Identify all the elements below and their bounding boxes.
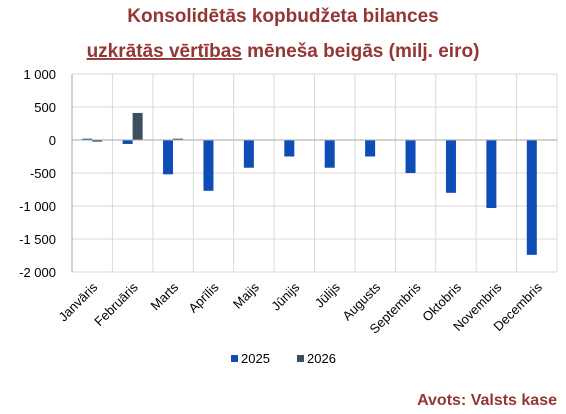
chart-title-underlined: uzkrātās vērtības	[87, 41, 242, 62]
legend-label-2026: 2026	[307, 351, 336, 366]
y-tick-label: -1 000	[19, 199, 56, 214]
bar-2025-Janvāris	[82, 138, 93, 140]
x-category-label: Aprīlis	[185, 279, 221, 315]
bar-2025-Augusts	[365, 140, 376, 157]
y-tick-label: -2 000	[19, 265, 56, 280]
bar-2025-Novembris	[486, 140, 497, 208]
bar-2025-Aprīlis	[203, 140, 214, 191]
bar-2025-Septembris	[405, 140, 416, 173]
y-tick-label: 500	[34, 100, 56, 115]
bar-2025-Oktobris	[445, 140, 456, 193]
legend-label-2025: 2025	[241, 351, 270, 366]
source-note: Avots: Valsts kase	[417, 392, 557, 409]
legend-swatch-2025	[231, 355, 238, 362]
bar-2025-Februāris	[122, 140, 133, 144]
bar-2025-Marts	[163, 140, 174, 175]
bar-2025-Maijs	[243, 140, 254, 168]
bars	[82, 112, 537, 255]
legend: 2025 2026	[231, 351, 336, 366]
bar-2026-Janvāris	[92, 140, 103, 142]
chart-title-line2: uzkrātās vērtības mēneša beigās (milj. e…	[87, 41, 480, 62]
bar-2025-Decembris	[526, 140, 537, 255]
y-tick-label: 1 000	[23, 67, 56, 82]
chart-title-line1: Konsolidētās kopbudžeta bilances	[127, 6, 438, 27]
x-category-label: Marts	[148, 279, 182, 313]
y-axis-ticks: 1 000 500 0 -500 -1 000 -1 500 -2 000	[19, 67, 56, 280]
legend-swatch-2026	[297, 355, 304, 362]
bar-2026-Februāris	[132, 112, 143, 140]
y-tick-label: 0	[49, 133, 56, 148]
y-tick-label: -500	[30, 166, 56, 181]
bar-2025-Jūnijs	[284, 140, 295, 157]
x-category-label: Jūlijs	[312, 279, 343, 310]
bar-2026-Marts	[173, 138, 184, 140]
x-category-label: Maijs	[230, 279, 262, 311]
x-category-label: Jūnijs	[268, 279, 302, 313]
axes	[71, 74, 557, 272]
gridlines	[71, 73, 558, 273]
x-category-label: Februāris	[91, 279, 141, 329]
y-tick-label: -1 500	[19, 232, 56, 247]
chart-title-rest: mēneša beigās (milj. eiro)	[242, 41, 480, 62]
bar-2025-Jūlijs	[324, 140, 335, 168]
